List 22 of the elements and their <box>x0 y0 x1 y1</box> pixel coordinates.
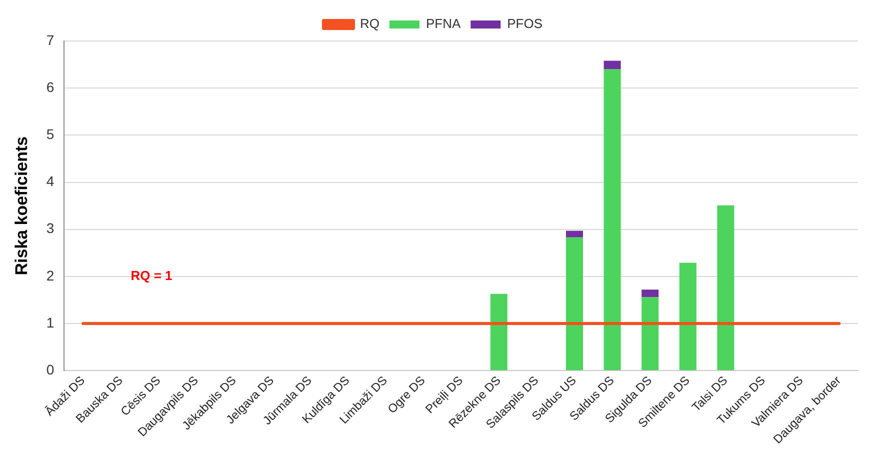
bar <box>679 262 696 370</box>
legend-label: PFOS <box>507 16 543 32</box>
bar <box>642 290 659 298</box>
y-axis-title: Riska koeficients <box>12 136 31 276</box>
legend-label: PFNA <box>426 16 461 32</box>
bar <box>642 297 659 370</box>
y-tick-label: 3 <box>46 220 54 236</box>
y-tick-label: 2 <box>46 267 54 284</box>
y-tick-label: 1 <box>46 314 54 330</box>
y-tick-label: 4 <box>46 173 54 190</box>
y-tick-label: 0 <box>46 361 54 378</box>
bar <box>566 230 583 238</box>
bar <box>604 69 621 370</box>
bar <box>717 205 734 370</box>
bar <box>566 237 583 370</box>
annotation: RQ = 1 <box>130 268 172 283</box>
bar <box>490 294 508 370</box>
y-tick-label: 7 <box>46 32 54 48</box>
y-tick-label: 6 <box>46 78 54 95</box>
legend-label: RQ <box>360 16 380 32</box>
bar <box>604 60 621 70</box>
y-tick-label: 5 <box>46 126 54 142</box>
